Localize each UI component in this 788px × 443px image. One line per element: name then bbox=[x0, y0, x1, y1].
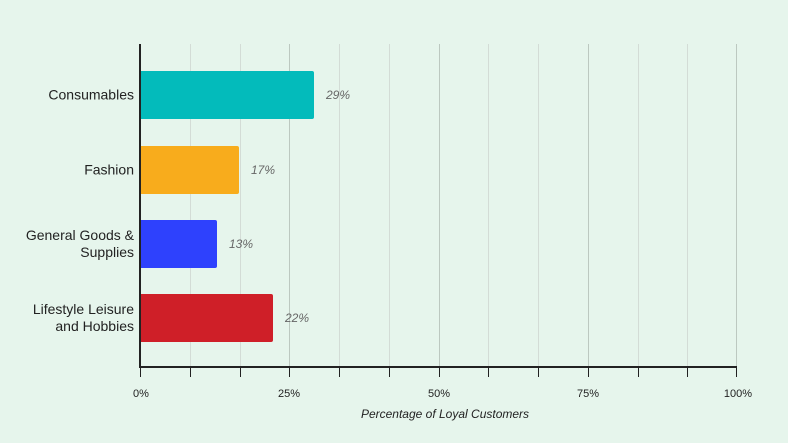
tick bbox=[189, 368, 191, 377]
x-tick-label: 100% bbox=[723, 388, 753, 400]
tick bbox=[438, 368, 440, 377]
tick bbox=[289, 368, 291, 377]
x-axis bbox=[140, 366, 737, 368]
gridline bbox=[339, 44, 340, 368]
x-tick-label: 50% bbox=[427, 388, 451, 400]
gridline bbox=[637, 44, 639, 368]
x-tick-label: 75% bbox=[576, 388, 600, 400]
tick bbox=[637, 368, 639, 377]
gridline bbox=[388, 44, 390, 368]
tick bbox=[736, 368, 737, 377]
category-label: Lifestyle Leisure and Hobbies bbox=[32, 301, 134, 334]
tick bbox=[538, 368, 539, 377]
bar-consumables bbox=[140, 71, 314, 119]
gridline bbox=[687, 44, 689, 368]
gridline bbox=[488, 44, 490, 368]
gridline-50 bbox=[438, 44, 440, 368]
bar-fashion bbox=[140, 146, 239, 194]
gridline-75 bbox=[587, 44, 589, 368]
tick bbox=[239, 368, 241, 377]
gridline bbox=[189, 44, 191, 368]
gridline bbox=[239, 44, 241, 368]
value-label: 29% bbox=[326, 88, 351, 102]
x-tick-label: 25% bbox=[277, 388, 301, 400]
tick bbox=[488, 368, 490, 377]
category-label: Fashion bbox=[84, 161, 134, 178]
tick bbox=[587, 368, 589, 377]
gridline-100 bbox=[736, 44, 737, 368]
value-label: 13% bbox=[229, 237, 254, 251]
plot-area: 29% 17% 13% 22% bbox=[139, 44, 737, 377]
category-label: General Goods & Supplies bbox=[25, 227, 134, 260]
gridline bbox=[538, 44, 539, 368]
bar-lifestyle-leisure bbox=[140, 294, 273, 342]
y-axis bbox=[139, 44, 141, 368]
value-label: 22% bbox=[285, 311, 310, 325]
tick bbox=[388, 368, 390, 377]
category-label: Consumables bbox=[48, 86, 134, 103]
value-label: 17% bbox=[251, 163, 276, 177]
tick bbox=[687, 368, 689, 377]
bar-general-goods bbox=[140, 220, 217, 268]
tick bbox=[140, 368, 141, 377]
x-tick-label: 0% bbox=[133, 388, 149, 400]
tick bbox=[339, 368, 340, 377]
x-axis-title: Percentage of Loyal Customers bbox=[360, 407, 530, 421]
gridline-25 bbox=[289, 44, 291, 368]
